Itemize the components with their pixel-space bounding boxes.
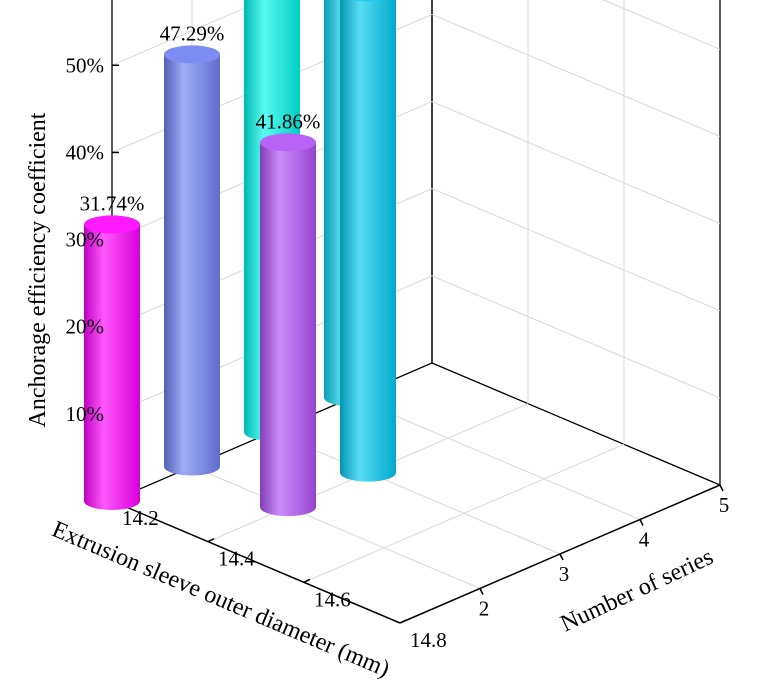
- series-tick-mark: [639, 519, 644, 526]
- z-axis-title: Anchorage efficiency coefficient: [25, 112, 51, 427]
- bar-body: [340, 0, 396, 482]
- series-tick-label: 2: [479, 597, 490, 621]
- x-axis-line: [111, 500, 401, 624]
- bar-body: [260, 142, 317, 517]
- bar-body: [164, 54, 220, 476]
- data-label-1: 47.29%: [160, 21, 225, 45]
- left-wall: [111, 0, 433, 502]
- x-tick-mark: [207, 537, 215, 543]
- z-tick-label: 20%: [66, 315, 105, 339]
- series-axis-title: Number of series: [557, 544, 718, 637]
- bar-top: [164, 45, 220, 64]
- gridline-floor-series: [271, 431, 561, 555]
- x-tick-label: 14.2: [122, 506, 159, 530]
- x-tick-label: 14.6: [314, 587, 351, 611]
- bar-0: [84, 215, 140, 510]
- chart-grid: [111, 0, 721, 589]
- bar-top: [260, 133, 316, 152]
- x-tick-mark: [399, 619, 407, 624]
- x-tick-label: 14.8: [410, 628, 447, 652]
- gridline-floor-series: [191, 466, 481, 589]
- bar-4: [340, 0, 396, 482]
- x-tick-mark: [303, 578, 311, 584]
- bar-body: [84, 224, 140, 510]
- series-tick-label: 3: [559, 562, 570, 586]
- series-tick-mark: [479, 588, 484, 595]
- data-label-2: 41.86%: [256, 109, 321, 133]
- z-tick-label: 50%: [66, 53, 105, 77]
- bar-2: [260, 133, 317, 517]
- series-tick-label: 4: [639, 528, 650, 552]
- z-tick-label: 30%: [66, 228, 105, 252]
- z-tick-label: 40%: [66, 140, 105, 164]
- series-tick-mark: [559, 553, 564, 561]
- data-label-0: 31.74%: [80, 191, 145, 215]
- x-tick-label: 14.4: [218, 547, 255, 571]
- series-tick-mark: [719, 484, 724, 492]
- bar-1: [164, 45, 220, 476]
- z-tick-label: 10%: [66, 402, 105, 426]
- right-wall: [431, 0, 721, 486]
- gridline-floor-series: [351, 397, 641, 520]
- series-tick-label: 5: [719, 493, 730, 517]
- chart-bars: [84, 0, 396, 517]
- bar-top: [84, 215, 140, 234]
- chart-axes: [111, 64, 724, 624]
- bar-top: [353, 0, 383, 2]
